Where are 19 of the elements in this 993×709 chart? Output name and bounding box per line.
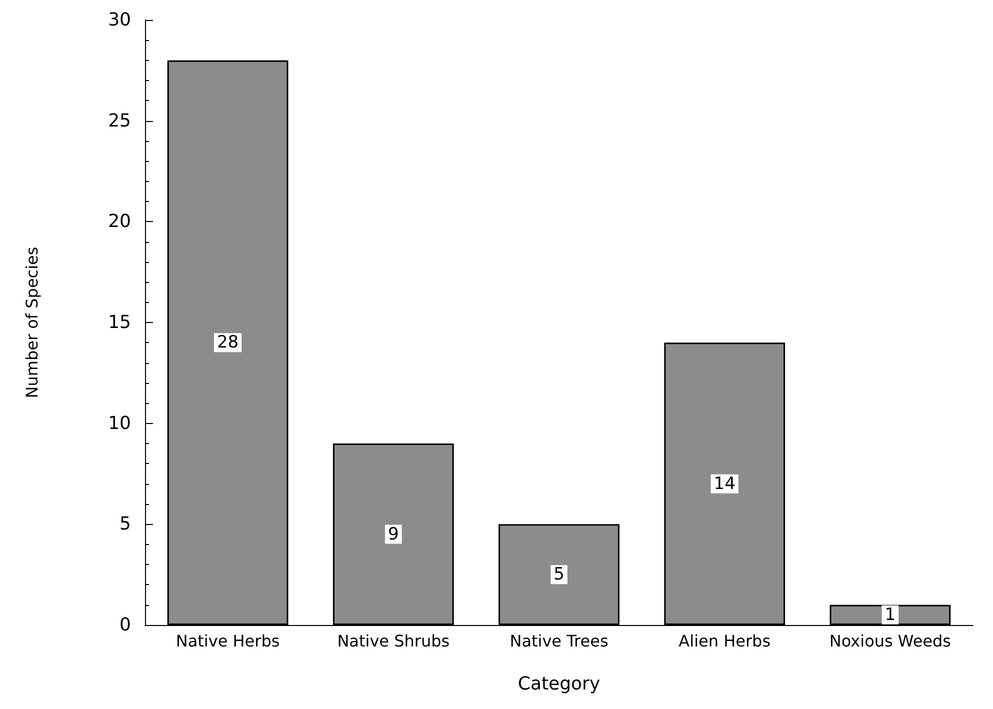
x-tick-label: Native Trees xyxy=(510,632,608,650)
x-axis-title: Category xyxy=(518,674,600,694)
x-tick-label: Alien Herbs xyxy=(678,632,771,650)
y-tick-label: 30 xyxy=(108,10,131,30)
data-label: 9 xyxy=(388,524,399,544)
x-tick-label: Native Shrubs xyxy=(337,632,450,650)
y-tick-label: 15 xyxy=(108,312,131,333)
y-tick-label: 5 xyxy=(120,514,131,535)
x-tick-label: Native Herbs xyxy=(176,632,280,650)
y-tick-label: 0 xyxy=(120,614,131,636)
y-axis-title: Number of Species xyxy=(22,246,42,398)
x-tick-label: Noxious Weeds xyxy=(829,632,951,650)
data-label: 1 xyxy=(884,604,896,625)
y-tick-label: 25 xyxy=(108,110,131,132)
data-label: 28 xyxy=(216,332,239,353)
y-tick-label: 20 xyxy=(108,211,131,232)
y-tick-label: 10 xyxy=(108,412,131,434)
data-label: 5 xyxy=(554,564,564,585)
data-label: 14 xyxy=(714,474,736,494)
